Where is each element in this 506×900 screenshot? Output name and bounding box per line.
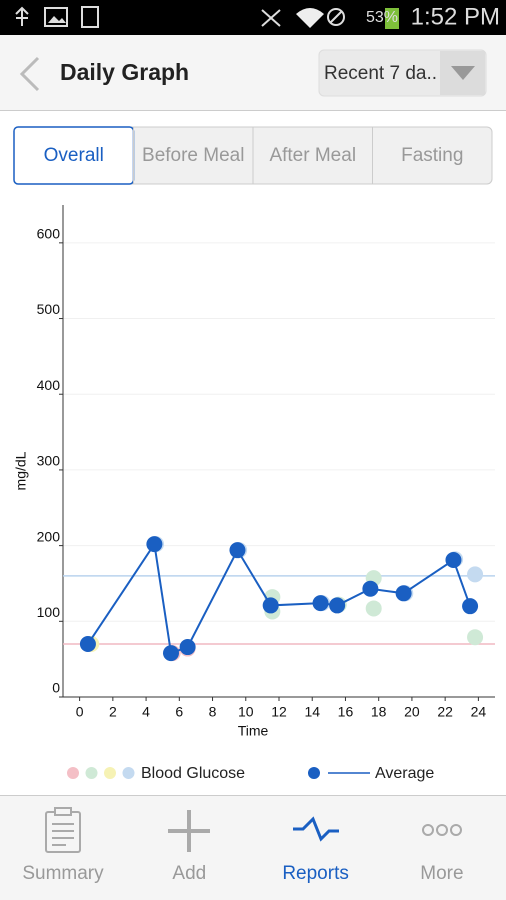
y-axis-label: mg/dL [13, 451, 29, 490]
battery-text: 53% [366, 9, 398, 26]
x-tick-label: 0 [76, 704, 84, 720]
nav-item[interactable]: Add [172, 863, 206, 884]
x-tick-label: 16 [338, 704, 354, 720]
average-point [79, 636, 96, 653]
x-axis-label: Time [238, 723, 269, 739]
legend-label: Blood Glucose [141, 765, 245, 782]
y-tick-label: 0 [52, 680, 60, 696]
header-title: Daily Graph [60, 59, 189, 85]
average-point [262, 597, 279, 614]
legend-swatch [85, 767, 98, 779]
nav-item[interactable]: Summary [22, 863, 104, 884]
tab[interactable]: Before Meal [142, 145, 244, 166]
average-point [312, 595, 329, 612]
status-bar [0, 0, 506, 35]
x-tick-label: 24 [471, 704, 487, 720]
average-point [462, 598, 479, 615]
nav-item[interactable]: Reports [282, 863, 349, 884]
tab[interactable]: After Meal [269, 145, 356, 166]
y-tick-label: 300 [37, 453, 61, 469]
x-tick-label: 6 [175, 704, 183, 720]
x-tick-label: 14 [304, 704, 320, 720]
y-tick-label: 600 [37, 226, 61, 242]
nav-icons [45, 807, 462, 853]
legend-label: Average [375, 765, 434, 782]
dropdown-text: Recent 7 da.. [324, 63, 437, 84]
x-tick-label: 10 [238, 704, 254, 720]
x-tick-label: 18 [371, 704, 387, 720]
nav-item[interactable]: More [420, 863, 463, 884]
average-point [163, 645, 179, 662]
average-point [146, 536, 163, 553]
x-tick-label: 20 [404, 704, 420, 720]
nav-items: Summary Add Reports More [22, 863, 463, 884]
average-point [445, 551, 462, 568]
legend-swatch [67, 767, 79, 779]
status-icons [15, 6, 399, 29]
legend: Blood Glucose Average [67, 765, 434, 782]
glucose-point [365, 600, 382, 617]
dropdown-arrow [451, 66, 475, 80]
x-tick-label: 8 [209, 704, 217, 720]
average-point [362, 580, 379, 597]
back-button[interactable] [19, 56, 40, 92]
x-tick-label: 4 [142, 704, 150, 720]
tab[interactable]: Overall [44, 145, 104, 166]
tabs: Overall Before Meal After Meal Fasting [13, 126, 493, 185]
legend-swatch [308, 767, 320, 779]
y-tick-label: 100 [37, 604, 61, 620]
y-tick-label: 500 [37, 301, 61, 317]
clock: 1:52 PM [411, 3, 500, 30]
legend-swatch [104, 767, 116, 779]
x-tick-label: 22 [437, 704, 453, 720]
y-tick-label: 400 [37, 377, 61, 393]
glucose-point [467, 566, 484, 583]
bottom-nav [0, 795, 506, 900]
x-tick-label: 12 [271, 704, 287, 720]
glucose-point [467, 629, 484, 646]
x-tick-label: 2 [109, 704, 117, 720]
average-point [395, 585, 412, 602]
average-point [179, 639, 196, 656]
y-tick-label: 200 [37, 528, 61, 544]
average-point [229, 542, 246, 559]
chart-card [10, 197, 496, 748]
average-point [329, 597, 346, 614]
tab[interactable]: Fasting [401, 145, 463, 166]
average-line [87, 541, 472, 655]
legend-swatch [122, 767, 135, 779]
